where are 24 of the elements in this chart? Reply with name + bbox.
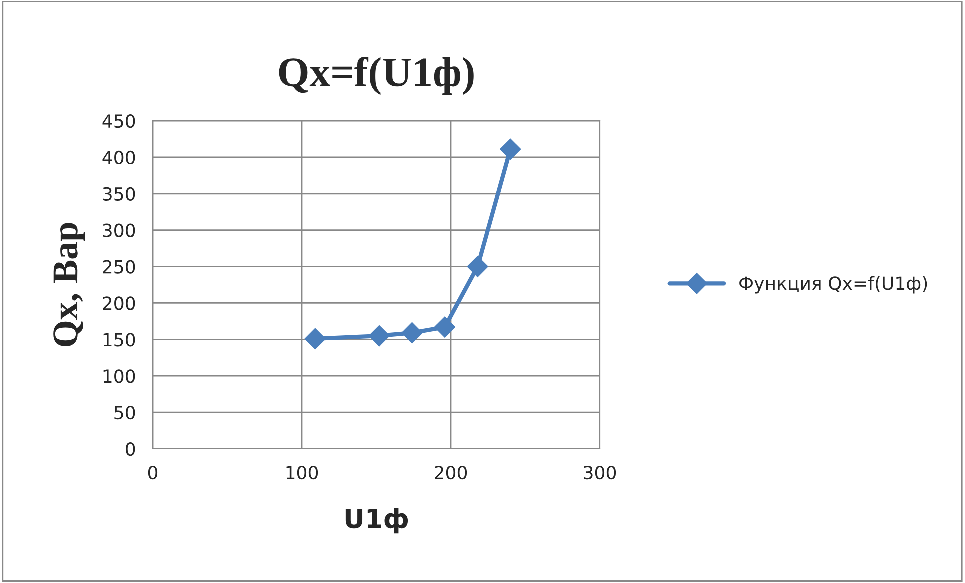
x-tick-label: 200 xyxy=(435,466,468,480)
point xyxy=(368,326,390,347)
x-tick-label: 300 xyxy=(584,466,616,480)
y-tick-label: 0 xyxy=(126,442,136,456)
y-tick-label: 300 xyxy=(103,224,136,238)
point xyxy=(434,316,456,338)
point xyxy=(467,256,488,278)
point xyxy=(304,328,326,350)
y-tick-label: 450 xyxy=(102,114,136,128)
x-axis-title: U1ф xyxy=(346,508,408,534)
y-tick-label: 350 xyxy=(103,187,136,202)
point xyxy=(500,138,522,160)
point xyxy=(402,322,423,344)
y-tick-label: 400 xyxy=(102,150,136,165)
x-tick-label: 100 xyxy=(286,466,318,480)
legend-label: Функция Qx=f(U1ф) xyxy=(740,276,928,294)
y-tick-label: 250 xyxy=(103,260,136,274)
x-tick-label: 0 xyxy=(148,466,158,480)
y-tick-label: 50 xyxy=(114,406,136,420)
y-axis-title: Qx, Вар xyxy=(54,223,86,346)
chart-title: Qx=f(U1ф) xyxy=(279,56,474,96)
y-tick-label: 200 xyxy=(103,296,136,310)
y-tick-label: 100 xyxy=(104,370,136,384)
y-tick-label: 150 xyxy=(104,333,136,347)
